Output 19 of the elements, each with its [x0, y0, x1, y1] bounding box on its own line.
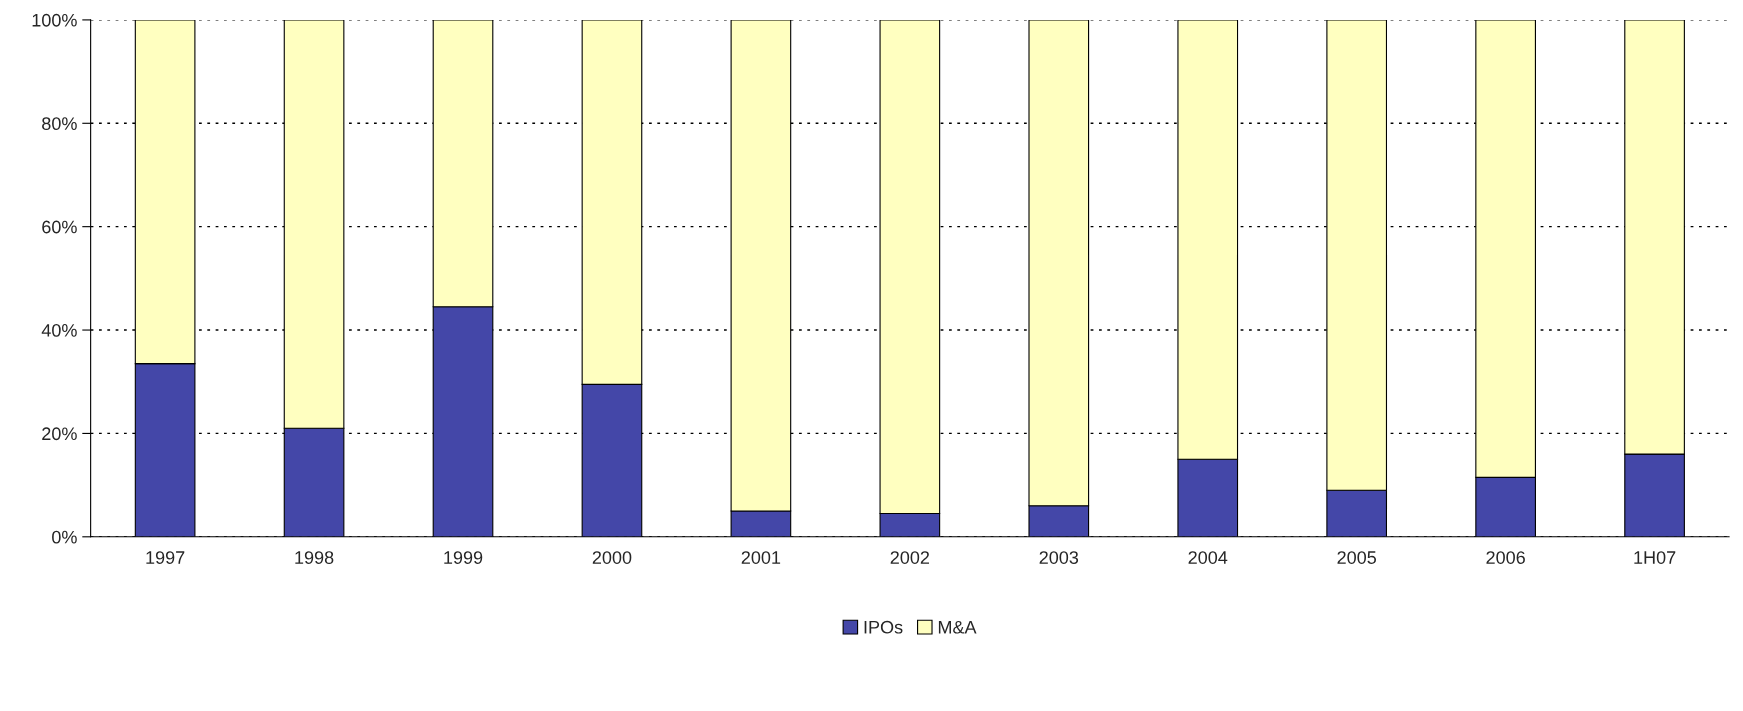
y-tick-label: 40% — [41, 323, 77, 337]
legend-label: M&A — [938, 620, 977, 634]
x-tick-label: 1998 — [295, 551, 334, 564]
y-tick-label: 0% — [52, 530, 77, 544]
y-tick-label: 20% — [42, 427, 77, 441]
x-tick-label: 2000 — [592, 551, 632, 564]
x-tick-label: 2001 — [741, 551, 781, 564]
y-tick-label: 60% — [42, 220, 77, 234]
x-tick-label: 2002 — [890, 551, 930, 564]
x-tick-label: 2006 — [1486, 551, 1525, 564]
x-tick-label: 1997 — [146, 551, 185, 564]
y-tick-label: 80% — [42, 117, 77, 131]
x-tick-label: 2003 — [1039, 551, 1079, 564]
x-tick-label: 1H07 — [1634, 551, 1676, 564]
legend-label: IPOs — [864, 620, 903, 634]
y-tick-label: 100% — [32, 13, 77, 27]
x-tick-label: 2004 — [1188, 551, 1228, 564]
x-tick-label: 2005 — [1337, 551, 1377, 564]
x-tick-label: 1999 — [444, 551, 483, 564]
